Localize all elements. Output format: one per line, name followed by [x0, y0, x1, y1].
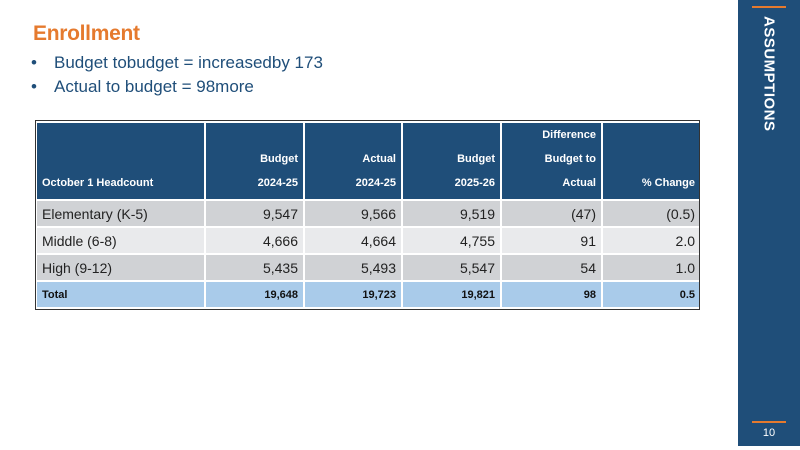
- cell-value: 4,666: [204, 226, 305, 255]
- section-label: ASSUMPTIONS: [760, 16, 778, 132]
- header-headcount: October 1 Headcount: [35, 121, 206, 201]
- cell-value: 2.0: [601, 226, 702, 255]
- row-label: Middle (6-8): [35, 226, 206, 255]
- bullet-item: • Actual to budget = 98more: [31, 76, 323, 100]
- table-row: Elementary (K-5) 9,547 9,566 9,519 (47) …: [35, 199, 702, 228]
- header-budget-2024-25: Budget 2024-25: [204, 121, 305, 201]
- total-value: 19,648: [204, 280, 305, 309]
- cell-value: 9,547: [204, 199, 305, 228]
- row-label: Elementary (K-5): [35, 199, 206, 228]
- header-difference: Difference Budget to Actual: [500, 121, 603, 201]
- row-label: High (9-12): [35, 253, 206, 282]
- cell-value: 9,566: [303, 199, 403, 228]
- table-row: Middle (6-8) 4,666 4,664 4,755 91 2.0: [35, 226, 702, 255]
- table-row: High (9-12) 5,435 5,493 5,547 54 1.0: [35, 253, 702, 282]
- total-value: 19,821: [401, 280, 502, 309]
- cell-value: 4,755: [401, 226, 502, 255]
- total-label: Total: [35, 280, 206, 309]
- bullet-text: Budget tobudget = increasedby 173: [54, 53, 323, 72]
- cell-value: 5,493: [303, 253, 403, 282]
- total-row: Total 19,648 19,723 19,821 98 0.5: [35, 280, 702, 309]
- cell-value: 54: [500, 253, 603, 282]
- bullet-list: • Budget tobudget = increasedby 173 • Actu…: [31, 52, 323, 100]
- header-actual-2024-25: Actual 2024-25: [303, 121, 403, 201]
- cell-value: 91: [500, 226, 603, 255]
- header-percent-change: % Change: [601, 121, 702, 201]
- bullet-icon: •: [31, 53, 37, 72]
- sidebar-accent-line: [752, 421, 786, 423]
- bullet-text: Actual to budget = 98more: [54, 77, 254, 96]
- total-value: 0.5: [601, 280, 702, 309]
- table-header-row: October 1 Headcount Budget 2024-25 Actual…: [35, 121, 702, 201]
- sidebar-accent-line: [752, 6, 786, 8]
- page-number: 10: [762, 427, 776, 439]
- cell-value: (47): [500, 199, 603, 228]
- bullet-item: • Budget tobudget = increasedby 173: [31, 52, 323, 76]
- cell-value: 5,547: [401, 253, 502, 282]
- enrollment-table: October 1 Headcount Budget 2024-25 Actual…: [35, 121, 702, 309]
- page-title: Enrollment: [33, 22, 140, 45]
- cell-value: 4,664: [303, 226, 403, 255]
- cell-value: (0.5): [601, 199, 702, 228]
- cell-value: 1.0: [601, 253, 702, 282]
- total-value: 98: [500, 280, 603, 309]
- cell-value: 9,519: [401, 199, 502, 228]
- header-budget-2025-26: Budget 2025-26: [401, 121, 502, 201]
- total-value: 19,723: [303, 280, 403, 309]
- section-sidebar: ASSUMPTIONS 10: [738, 0, 800, 446]
- cell-value: 5,435: [204, 253, 305, 282]
- bullet-icon: •: [31, 77, 37, 96]
